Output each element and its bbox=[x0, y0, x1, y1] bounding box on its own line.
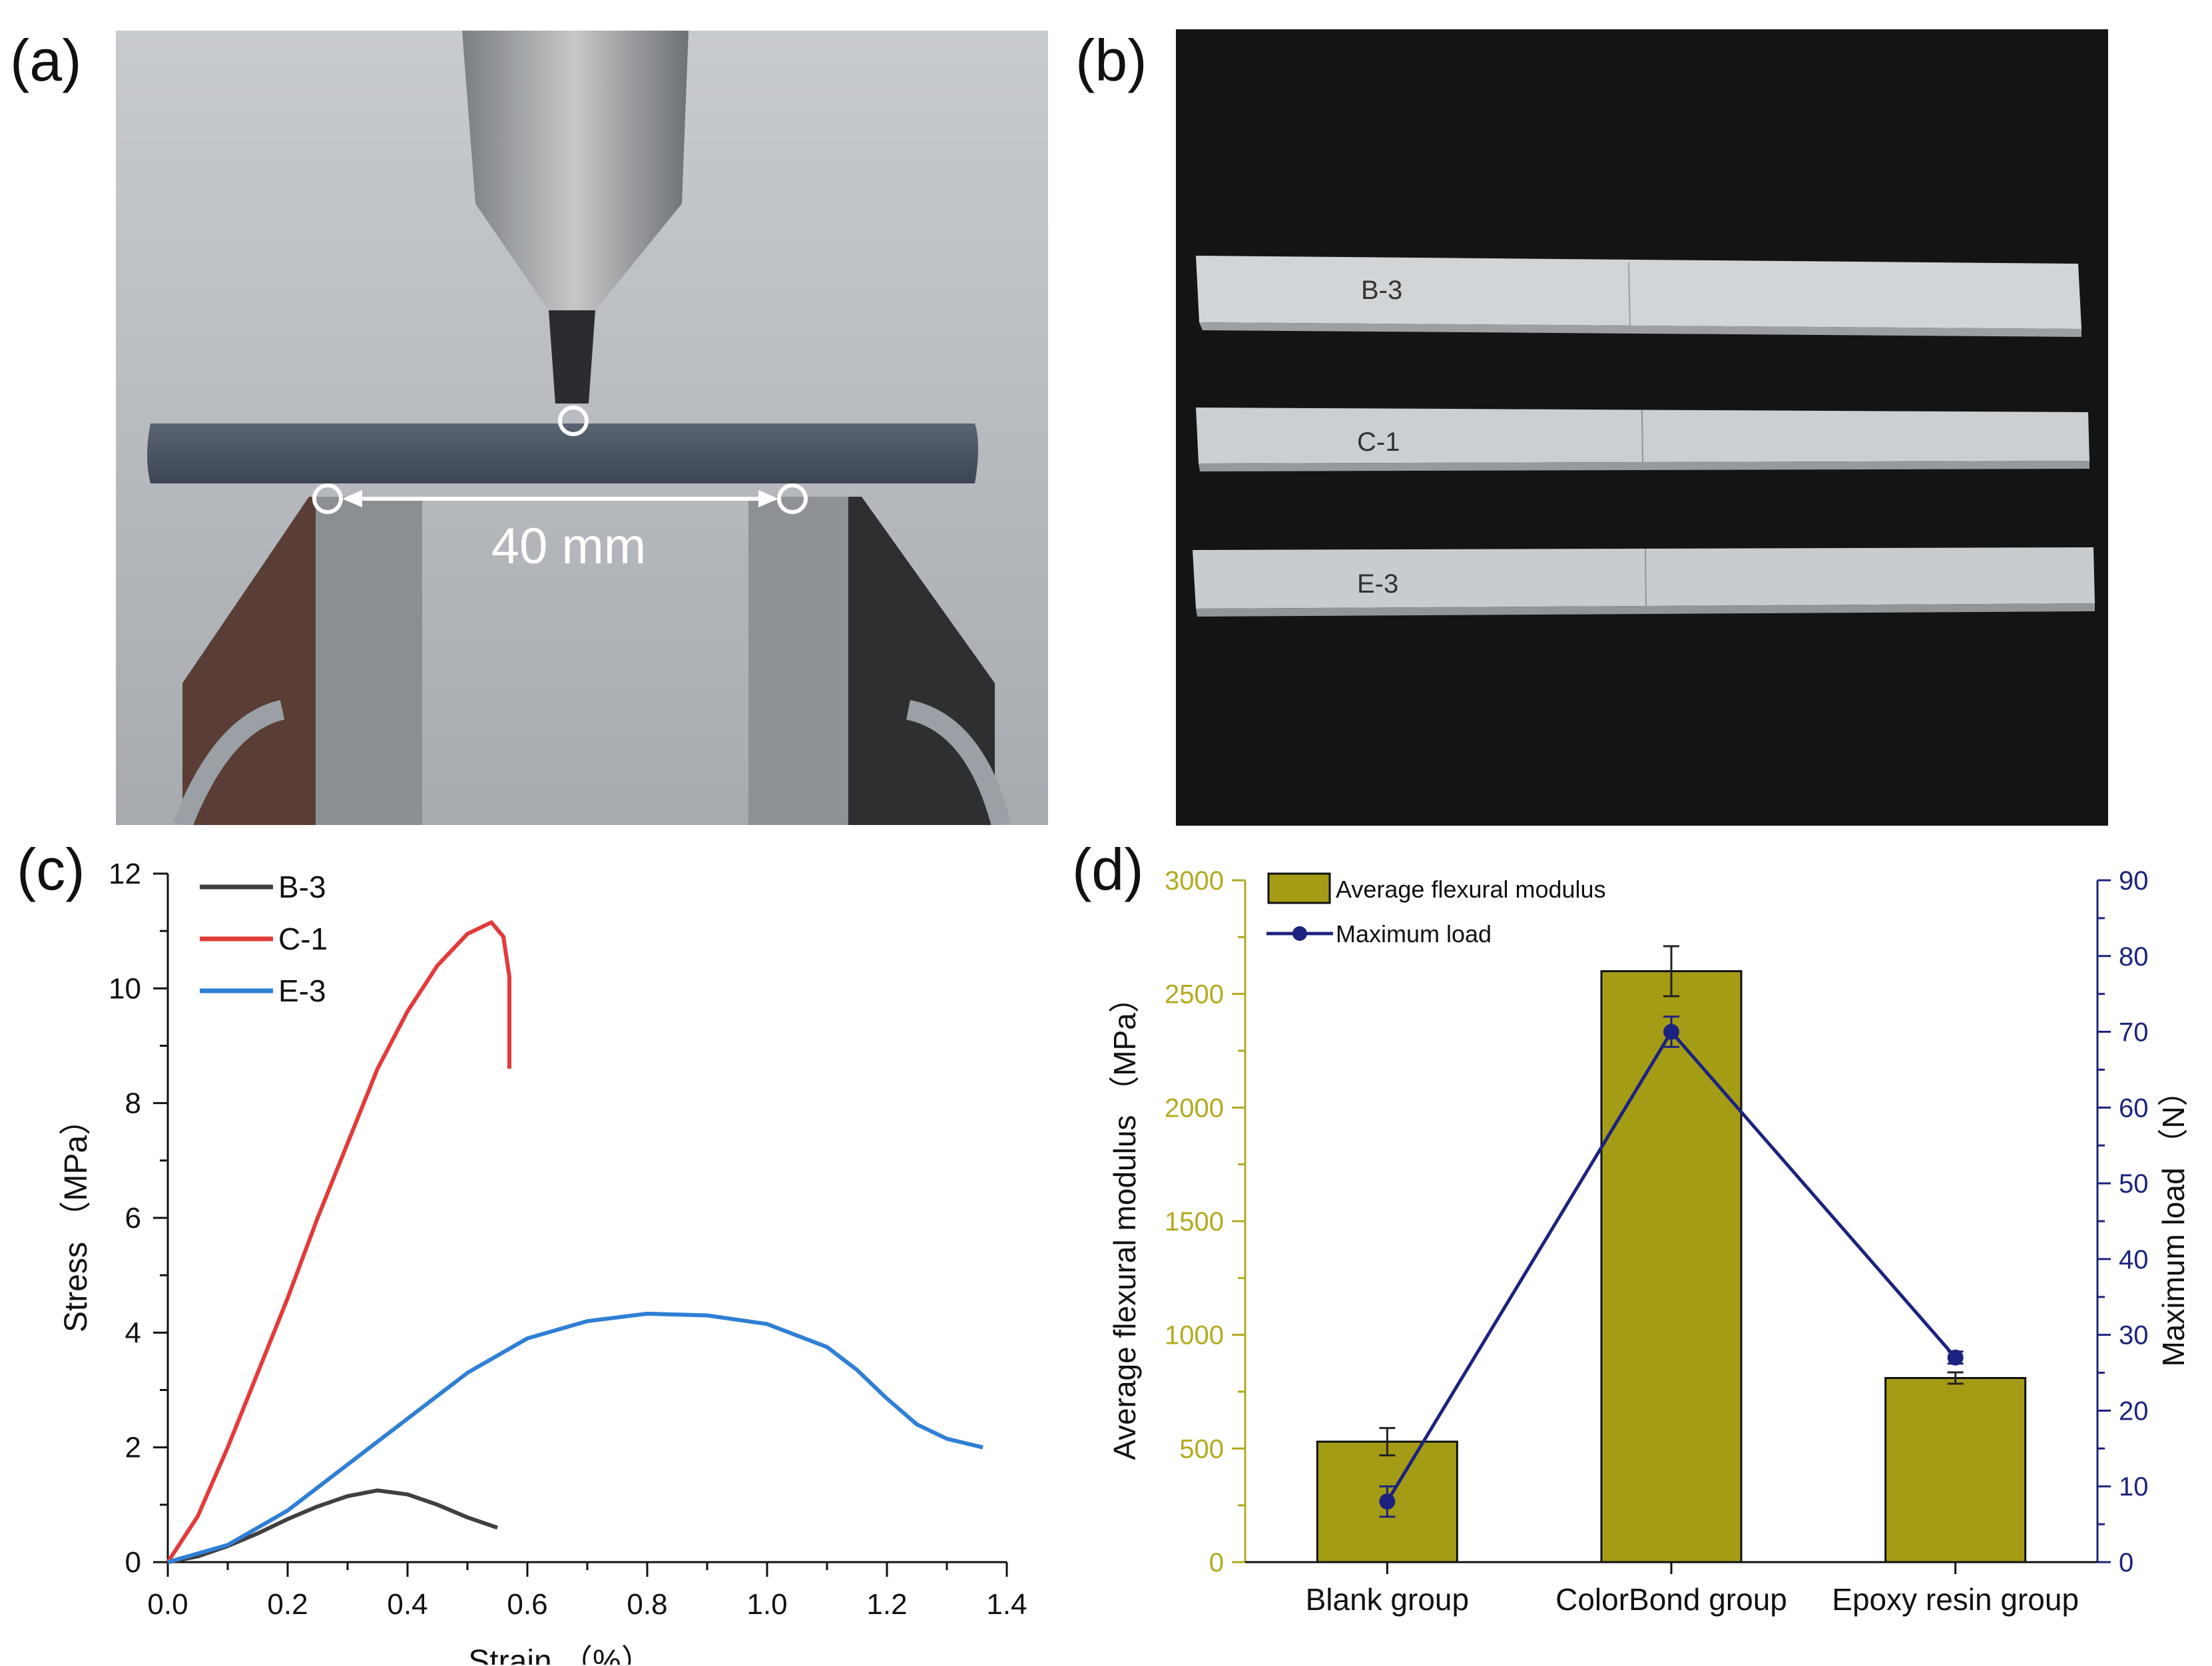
right-tick-label: 20 bbox=[2119, 1396, 2149, 1426]
legend-label-e-3: E-3 bbox=[278, 973, 326, 1008]
load-point-marker bbox=[558, 406, 589, 436]
y-tick-label: 8 bbox=[125, 1087, 141, 1120]
x-tick-label: 0.8 bbox=[627, 1588, 667, 1621]
x-tick-label: 0.4 bbox=[387, 1588, 427, 1621]
left-tick-label: 3000 bbox=[1165, 866, 1224, 896]
bar-2 bbox=[1600, 970, 1743, 1563]
x-category-label: Blank group bbox=[1306, 1582, 1470, 1617]
series-line-c-1 bbox=[166, 920, 511, 1563]
legend-label-b-3: B-3 bbox=[278, 870, 326, 904]
max-load-point bbox=[1947, 1349, 1964, 1366]
left-tick-label: 0 bbox=[1209, 1548, 1224, 1577]
panel-label-d: (d) bbox=[1072, 836, 1144, 902]
photo-bending-test: 40 mm bbox=[116, 31, 1048, 825]
right-axis-title: Maximum load （N） bbox=[2156, 1075, 2191, 1366]
x-tick-label: 0.2 bbox=[267, 1588, 308, 1621]
loading-nose bbox=[462, 31, 689, 404]
x-axis-title: Strain （%） bbox=[468, 1644, 653, 1665]
right-tick-label: 70 bbox=[2119, 1018, 2149, 1047]
legend-label-c-1: C-1 bbox=[278, 922, 328, 956]
legend-marker-load bbox=[1292, 926, 1307, 941]
right-tick-label: 90 bbox=[2119, 866, 2149, 896]
stress-strain-chart: 0.0 0.2 0.4 0.6 0.8 1.0 1.2 1.4 0 2 4 6 8 10 12 Strain … bbox=[59, 858, 1027, 1665]
left-axis-title: Average flexural modulus （MPa） bbox=[1107, 982, 1142, 1460]
specimens-illustration: B-3 C-1 E-3 bbox=[1176, 29, 2108, 826]
right-tick-label: 40 bbox=[2119, 1245, 2149, 1274]
y-tick-label: 2 bbox=[125, 1432, 141, 1464]
left-tick-label: 2000 bbox=[1165, 1093, 1224, 1123]
x-tick-label: 1.0 bbox=[746, 1588, 787, 1621]
bar-3 bbox=[1884, 1377, 2027, 1563]
max-load-point bbox=[1379, 1493, 1396, 1510]
legend-swatch-modulus bbox=[1267, 872, 1331, 904]
specimen-label-c1: C-1 bbox=[1357, 427, 1400, 457]
y-tick-label: 0 bbox=[125, 1546, 141, 1579]
legend-label-load: Maximum load bbox=[1336, 920, 1492, 948]
modulus-load-chart: 0 500 1000 1500 2000 2500 3000 0 10 20 30 40 50 60 70 8… bbox=[1107, 866, 2191, 1617]
x-tick-label: 1.2 bbox=[866, 1588, 907, 1621]
specimen-label-e3: E-3 bbox=[1357, 569, 1398, 599]
right-tick-label: 30 bbox=[2119, 1321, 2149, 1350]
y-axis-title: Stress （MPa） bbox=[59, 1103, 94, 1332]
legend-label-modulus: Average flexural modulus bbox=[1336, 876, 1606, 903]
right-tick-label: 60 bbox=[2119, 1093, 2149, 1123]
left-support-marker bbox=[312, 483, 343, 514]
bending-test-illustration: 40 mm bbox=[116, 31, 1048, 825]
specimen-label-b3: B-3 bbox=[1361, 276, 1402, 305]
x-category-label: Epoxy resin group bbox=[1832, 1582, 2079, 1617]
left-tick-label: 2500 bbox=[1165, 980, 1224, 1009]
x-tick-label: 0.6 bbox=[507, 1588, 547, 1621]
span-label: 40 mm bbox=[491, 518, 646, 575]
specimen-plate bbox=[147, 423, 978, 483]
max-load-point bbox=[1663, 1023, 1679, 1040]
y-tick-label: 12 bbox=[109, 858, 141, 890]
right-tick-label: 50 bbox=[2119, 1169, 2149, 1199]
panel-label-a: (a) bbox=[10, 27, 82, 93]
panel-label-c: (c) bbox=[17, 836, 85, 902]
x-category-label: ColorBond group bbox=[1555, 1582, 1787, 1617]
specimen-e3: E-3 bbox=[1193, 547, 2095, 617]
specimen-c1: C-1 bbox=[1196, 408, 2089, 471]
right-support-marker bbox=[777, 483, 808, 514]
right-tick-label: 10 bbox=[2119, 1472, 2149, 1502]
left-tick-label: 1500 bbox=[1165, 1207, 1224, 1237]
panel-label-b: (b) bbox=[1075, 27, 1147, 93]
specimen-b3: B-3 bbox=[1196, 256, 2081, 337]
right-tick-label: 80 bbox=[2119, 942, 2149, 972]
photo-specimens: B-3 C-1 E-3 bbox=[1176, 29, 2108, 826]
y-tick-label: 4 bbox=[125, 1316, 141, 1349]
left-tick-label: 500 bbox=[1179, 1434, 1224, 1464]
y-tick-label: 6 bbox=[125, 1202, 141, 1235]
x-tick-label: 1.4 bbox=[986, 1588, 1027, 1621]
x-tick-label: 0.0 bbox=[147, 1588, 188, 1621]
y-tick-label: 10 bbox=[109, 972, 141, 1005]
series-line-e-3 bbox=[167, 1311, 983, 1564]
right-tick-label: 0 bbox=[2119, 1548, 2133, 1577]
left-tick-label: 1000 bbox=[1165, 1321, 1224, 1350]
series-line-b-3 bbox=[167, 1488, 498, 1564]
